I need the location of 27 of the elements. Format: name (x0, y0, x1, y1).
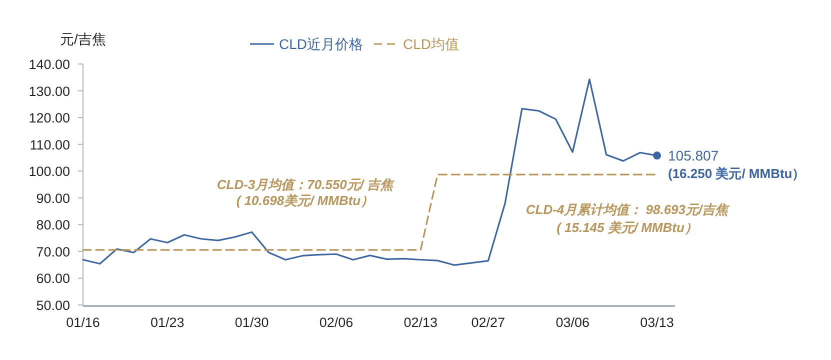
y-tick-label: 80.00 (36, 218, 70, 233)
annotation: (16.250 美元/ MMBtu） (668, 166, 806, 181)
y-axis-title: 元/吉焦 (60, 31, 106, 47)
x-tick-label: 03/13 (640, 315, 674, 330)
x-tick-label: 01/30 (234, 315, 269, 330)
y-tick-label: 110.00 (30, 137, 70, 152)
x-tick-label: 02/27 (471, 315, 506, 330)
x-tick-label: 02/06 (319, 315, 354, 330)
y-tick-label: 140.00 (28, 57, 70, 72)
legend-label: CLD近月价格 (279, 36, 364, 52)
x-tick-label: 01/16 (66, 315, 100, 330)
x-tick-label: 03/06 (556, 315, 590, 330)
y-tick-label: 50.00 (36, 298, 70, 313)
data-label: 105.807 (668, 148, 719, 164)
legend-label: CLD均值 (403, 36, 460, 52)
y-tick-label: 60.00 (36, 271, 70, 286)
x-tick-label: 02/13 (404, 315, 438, 330)
annotation: CLD-3月均值：70.550元/ 吉焦 (216, 177, 396, 192)
y-tick-label: 130.00 (28, 84, 70, 99)
y-tick-label: 100.00 (28, 164, 70, 180)
y-tick-label: 90.00 (36, 190, 70, 206)
y-tick-label: 70.00 (36, 244, 70, 260)
annotation: CLD-4月累计均值： 98.693元/吉焦 (526, 202, 730, 217)
annotation: ( 15.145 美元/ MMBtu） (556, 220, 698, 235)
x-tick-label: 01/23 (150, 315, 184, 330)
annotation: ( 10.698美元/ MMBtu） (236, 193, 374, 208)
y-tick-label: 120.00 (28, 110, 70, 126)
